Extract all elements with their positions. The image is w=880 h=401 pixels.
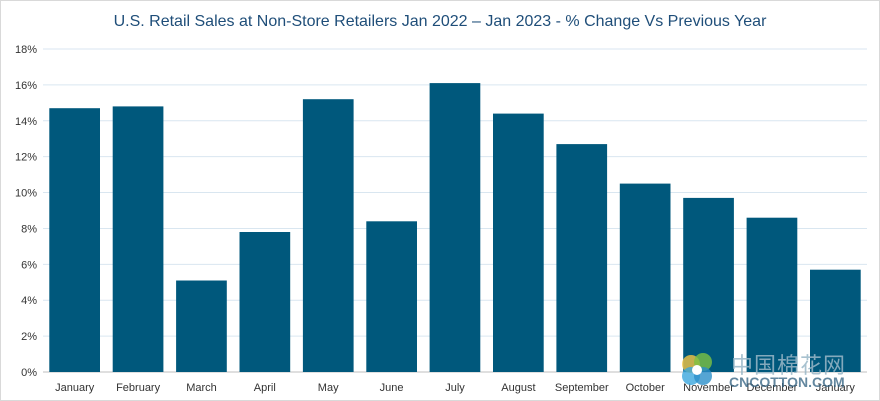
x-tick-label: February: [116, 382, 161, 394]
x-tick-label: October: [626, 382, 665, 394]
y-tick-label: 18%: [15, 44, 37, 56]
y-tick-label: 6%: [21, 259, 37, 271]
bar: [619, 183, 671, 372]
x-tick-label: March: [186, 382, 217, 394]
x-tick-label: December: [747, 382, 798, 394]
bar: [366, 221, 417, 372]
y-tick-label: 4%: [21, 295, 37, 307]
y-tick-label: 16%: [15, 80, 37, 92]
y-tick-label: 10%: [15, 188, 37, 200]
bar: [556, 144, 608, 372]
y-tick-label: 2%: [21, 331, 37, 343]
x-tick-label: August: [501, 382, 535, 394]
y-tick-label: 0%: [21, 367, 37, 379]
bar: [112, 106, 164, 373]
watermark-chinese-text: 中国棉花网: [731, 354, 847, 379]
y-tick-label: 8%: [21, 223, 37, 235]
bar: [493, 113, 544, 372]
x-tick-label: January: [816, 382, 856, 394]
chart-title: U.S. Retail Sales at Non-Store Retailers…: [113, 13, 767, 30]
x-tick-label: January: [55, 382, 95, 394]
bar: [746, 217, 798, 372]
bar: [176, 280, 227, 372]
x-tick-label: September: [555, 382, 609, 394]
bar: [49, 108, 100, 372]
bar: [683, 197, 734, 372]
x-tick-label: June: [380, 382, 404, 394]
y-tick-label: 14%: [15, 116, 37, 128]
x-tick-label: May: [318, 382, 339, 394]
bar: [302, 99, 354, 372]
bar: [429, 83, 481, 372]
x-tick-label: July: [445, 382, 465, 394]
watermark-logo: 中国棉花网 CNCOTTON.COM: [677, 348, 877, 394]
y-tick-label: 12%: [15, 152, 37, 164]
watermark-english-text: CNCOTTON.COM: [729, 374, 845, 390]
x-tick-label: April: [254, 382, 276, 394]
bar: [239, 232, 291, 372]
cotton-logo-icon: [682, 353, 712, 385]
x-tick-label: November: [683, 382, 734, 394]
bar: [810, 269, 861, 372]
